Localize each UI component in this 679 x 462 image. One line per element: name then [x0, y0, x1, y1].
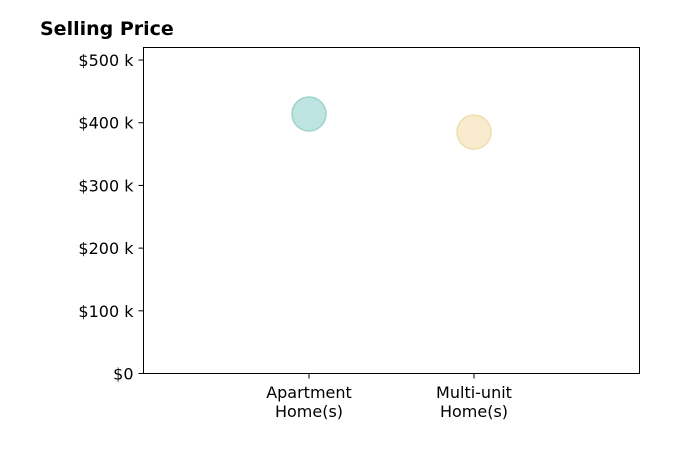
y-axis: $0 $100 k $200 k $300 k $400 k $500 k: [78, 51, 144, 384]
y-tick-label: $500 k: [78, 51, 134, 70]
y-tick-label: $200 k: [78, 239, 134, 258]
data-point: [456, 114, 492, 150]
y-tick-label: $300 k: [78, 176, 134, 195]
x-tick-label-line: Home(s): [440, 402, 508, 421]
y-tick-label: $0: [113, 365, 133, 384]
x-tick-label-line: Multi-unit: [436, 383, 512, 402]
y-tick-label: $400 k: [78, 114, 134, 133]
x-tick-label-line: Apartment: [266, 383, 352, 402]
plot-area-frame: [143, 47, 640, 374]
x-axis: Apartment Home(s)Multi-unit Home(s): [266, 373, 512, 421]
x-tick-label: Multi-unit Home(s): [436, 383, 512, 421]
x-tick-label-line: Home(s): [275, 402, 343, 421]
data-point: [291, 96, 327, 132]
x-tick-label: Apartment Home(s): [266, 383, 352, 421]
y-tick-label: $100 k: [78, 302, 134, 321]
data-points: [291, 96, 492, 150]
chart-title: Selling Price: [40, 18, 174, 40]
